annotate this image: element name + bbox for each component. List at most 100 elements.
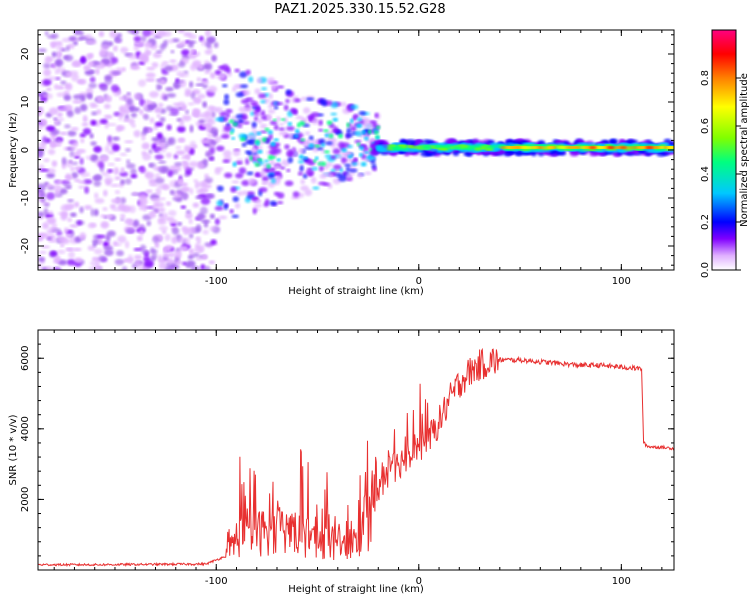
spectrogram-blob xyxy=(113,243,122,247)
spectrogram-blob xyxy=(273,105,279,110)
spectrogram-blob xyxy=(332,117,339,122)
spectrogram-blob xyxy=(358,110,367,116)
spectrogram-blob xyxy=(251,196,259,201)
spectrogram-blob xyxy=(179,73,190,77)
spectrogram-blob xyxy=(190,92,196,100)
spectrogram-blob xyxy=(157,102,164,108)
spectrogram-blob xyxy=(47,168,56,174)
spectrogram-blob xyxy=(235,91,245,98)
spectrogram-blob xyxy=(255,199,262,204)
spectrogram-blob xyxy=(130,112,138,118)
spectrogram-blob xyxy=(114,176,121,180)
spectrogram-blob xyxy=(318,128,324,132)
spectrogram-blob xyxy=(367,129,372,134)
spectrogram-blob xyxy=(297,192,304,198)
spectrogram-blob xyxy=(72,99,83,104)
spectrogram-blob xyxy=(314,156,319,161)
spectrogram-blob xyxy=(83,179,93,185)
spectrogram-blob xyxy=(119,96,125,101)
spectrogram-blob xyxy=(223,203,229,211)
spectrogram-blob xyxy=(365,122,374,129)
spectrogram-blob xyxy=(406,139,416,144)
spectrogram-blob xyxy=(185,209,191,214)
spectrogram-blob xyxy=(184,237,191,245)
spectrogram-blob xyxy=(317,161,322,166)
spectrogram-blob xyxy=(112,198,122,204)
spectrogram-blob xyxy=(79,232,87,240)
spectrogram-blob xyxy=(364,171,372,176)
spectrogram-blob xyxy=(636,146,648,149)
spectrogram-blob xyxy=(204,60,210,66)
spectrogram-blob xyxy=(214,206,224,211)
spectrogram-blob xyxy=(98,255,107,262)
spectrogram-blob xyxy=(181,114,192,122)
spectrogram-blob xyxy=(172,102,181,107)
spectrogram-blob xyxy=(442,148,449,151)
spectrogram-blob xyxy=(144,172,150,177)
spectrogram-blob xyxy=(79,206,84,214)
spectrogram-blob xyxy=(247,134,256,140)
spectrogram-blob xyxy=(204,30,211,38)
spectrogram-blob xyxy=(321,101,328,107)
spectrogram-blob xyxy=(273,191,280,196)
spectrogram-blob xyxy=(127,254,133,261)
spectrogram-blob xyxy=(274,164,281,169)
spectrogram-blob xyxy=(145,189,153,194)
spectrogram-blob xyxy=(374,112,379,118)
spectrogram-blob xyxy=(302,107,311,114)
spectrogram-blob xyxy=(200,219,211,224)
spectrogram-blob xyxy=(261,87,267,91)
spectrogram-blob xyxy=(48,210,54,216)
spectrogram-blob xyxy=(165,152,173,158)
spectrogram-blob xyxy=(165,86,174,92)
spectrogram-blob xyxy=(91,111,98,116)
spectrogram-blob xyxy=(657,146,665,149)
spectrogram-blob xyxy=(202,229,209,235)
spectrogram-blob xyxy=(341,148,348,153)
spectrogram-blob xyxy=(156,132,163,140)
spectrogram-blob xyxy=(238,106,247,113)
spectrogram-blob xyxy=(261,175,269,182)
spectrogram-blob xyxy=(253,203,263,208)
spectrogram-blob xyxy=(269,120,278,126)
spectrogram-blob xyxy=(195,83,205,87)
spectrogram-blob xyxy=(89,40,97,45)
spectrogram-blob xyxy=(192,202,200,208)
spectrogram-blob xyxy=(133,219,140,227)
spectrogram-blob xyxy=(279,122,284,126)
spectrogram-blob xyxy=(153,201,160,206)
spectrogram-blob xyxy=(319,166,324,172)
spectrogram-blob xyxy=(77,180,86,184)
spectrogram-blob xyxy=(452,150,460,157)
spectrogram-blob xyxy=(84,186,90,194)
spectrogram-blob xyxy=(208,260,216,265)
spectrogram-blob xyxy=(260,99,266,104)
spectrogram-blob xyxy=(42,94,48,98)
spectrogram-blob xyxy=(64,83,71,89)
spectrogram-blob xyxy=(255,171,260,177)
spectrogram-blob xyxy=(349,104,359,110)
spectrogram-blob xyxy=(359,152,363,157)
spectrogram-blob xyxy=(54,69,59,75)
spectrogram-blob xyxy=(360,161,367,167)
spectrogram-blob xyxy=(111,57,119,64)
spectrogram-blob xyxy=(361,130,366,135)
spectrogram-blob xyxy=(345,133,354,138)
spectrogram-blob xyxy=(188,161,199,168)
spectrogram-blob xyxy=(196,77,202,82)
spectrogram-blob xyxy=(103,245,114,251)
snr-frame xyxy=(37,329,675,571)
spectrogram-blob xyxy=(62,55,70,60)
spectrogram-blob xyxy=(323,182,330,187)
spectrogram-blob xyxy=(158,217,165,224)
spectrogram-blob xyxy=(113,167,120,175)
spectrogram-blob xyxy=(148,149,153,154)
spectrogram-blob xyxy=(337,154,342,159)
spectrogram-blob xyxy=(51,51,57,58)
spectrogram-blob xyxy=(100,155,109,163)
spectrogram-blob xyxy=(189,148,195,156)
spectrogram-blob xyxy=(168,112,178,116)
spectrogram-blob xyxy=(141,133,146,141)
spectrogram-blob xyxy=(47,148,56,155)
spectrogram-blob xyxy=(69,212,77,218)
